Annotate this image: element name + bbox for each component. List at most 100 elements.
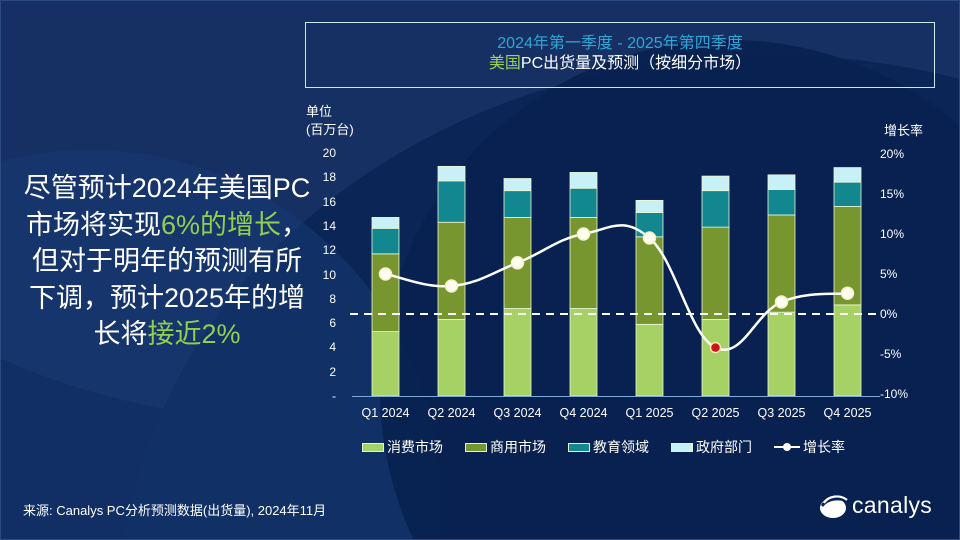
title-rest: PC出货量及预测（按细分市场） <box>520 55 752 72</box>
legend-swatch-government <box>671 442 693 452</box>
left-axis-tick: 6 <box>329 316 336 331</box>
bar-segment <box>371 253 400 333</box>
stacked-bar <box>767 174 796 397</box>
stacked-bar <box>371 216 400 397</box>
legend-swatch-education <box>568 442 590 452</box>
bar-segment <box>503 308 532 397</box>
left-axis-tick: 2 <box>329 364 336 379</box>
headline-highlight-1: 6%的增长 <box>160 209 282 240</box>
right-axis-tick: 0% <box>880 307 898 321</box>
x-axis-label: Q3 2024 <box>493 406 542 420</box>
legend-item-consumer: 消费市场 <box>362 437 443 457</box>
title-highlight: 美国 <box>488 55 521 72</box>
stacked-bar <box>437 165 466 397</box>
legend-line-marker-icon <box>774 442 800 452</box>
bar-segment <box>503 178 532 192</box>
chart-title-main: 美国PC出货量及预测（按细分市场） <box>306 54 934 74</box>
left-axis-unit: 单位 (百万台) <box>306 103 354 139</box>
stacked-bar <box>569 172 598 397</box>
bar-segment <box>635 199 664 213</box>
left-axis-tick: 8 <box>329 291 336 306</box>
legend-label-government: 政府部门 <box>696 439 752 455</box>
right-axis-tick: -10% <box>880 387 909 401</box>
x-axis-label: Q1 2025 <box>625 406 674 420</box>
x-axis-label: Q2 2024 <box>427 406 476 420</box>
growth-rate-marker <box>774 295 789 309</box>
headline-highlight-2: 接近2% <box>147 319 241 349</box>
bar-segment <box>635 323 664 397</box>
legend-label-consumer: 消费市场 <box>387 439 443 455</box>
stacked-bar <box>503 178 532 397</box>
legend-item-government: 政府部门 <box>671 437 752 457</box>
legend-label-growth: 增长率 <box>803 439 845 455</box>
growth-rate-marker <box>840 286 855 300</box>
left-axis-tick: 14 <box>322 218 336 233</box>
bar-segment <box>767 174 796 190</box>
legend-label-commercial: 商用市场 <box>490 439 546 455</box>
legend-swatch-commercial <box>465 442 487 452</box>
right-axis-tick: 20% <box>880 147 905 161</box>
headline-text: 尽管预计2024年美国PC市场将实现6%的增长，但对于明年的预测有所下调，预计2… <box>22 170 312 353</box>
x-axis-label: Q2 2025 <box>691 406 740 420</box>
bar-segment <box>767 189 796 216</box>
bar-segment <box>371 331 400 397</box>
growth-rate-marker <box>576 227 591 241</box>
bar-segment <box>833 304 862 397</box>
bar-segment <box>569 308 598 397</box>
x-axis-label: Q4 2024 <box>559 406 608 420</box>
right-axis-unit: 增长率 <box>884 123 924 138</box>
left-axis-tick: 20 <box>322 146 336 160</box>
bar-segment <box>767 311 796 397</box>
growth-rate-marker <box>444 279 459 293</box>
growth-rate-marker <box>642 231 657 245</box>
bar-segment <box>503 190 532 218</box>
stacked-bar <box>833 167 862 397</box>
right-axis-tick: 10% <box>880 227 905 241</box>
left-axis-tick: 12 <box>322 243 336 258</box>
bar-segment <box>569 187 598 218</box>
canalys-logo-text: canalys <box>852 492 933 518</box>
legend-label-education: 教育领域 <box>593 439 649 455</box>
bar-segment <box>437 180 466 223</box>
canalys-logo: canalys <box>818 492 932 519</box>
left-axis-tick: 10 <box>322 267 336 282</box>
x-axis-label: Q3 2025 <box>757 406 806 420</box>
legend-item-growth: 增长率 <box>774 437 845 457</box>
chart-title-box: 2024年第一季度 - 2025年第四季度 美国PC出货量及预测（按细分市场） <box>305 22 935 88</box>
bar-segment <box>701 190 730 228</box>
growth-rate-marker <box>378 267 393 281</box>
headline-part1: 尽管预计2024年美国PC市场将实现 <box>23 173 311 240</box>
bar-segment <box>701 226 730 320</box>
bar-segment <box>371 216 400 229</box>
bar-segment <box>701 319 730 397</box>
left-axis-tick: 4 <box>329 340 336 355</box>
bar-segment <box>371 227 400 255</box>
x-axis-label: Q1 2024 <box>361 406 410 420</box>
growth-rate-marker <box>709 341 722 354</box>
headline-part3: ，但对于明年的预测有所下调，预计2025年的增长将 <box>28 209 309 350</box>
left-axis-unit-line1: 单位 <box>306 104 333 119</box>
bar-segment <box>437 221 466 320</box>
bar-segment <box>833 181 862 207</box>
legend-item-education: 教育领域 <box>568 437 649 457</box>
x-axis-label: Q4 2025 <box>823 406 872 420</box>
chart-title-period: 2024年第一季度 - 2025年第四季度 <box>497 35 743 52</box>
left-axis-unit-line2: (百万台) <box>306 122 354 137</box>
left-axis-tick: - <box>332 389 336 403</box>
left-axis-tick: 16 <box>322 194 336 209</box>
bar-segment <box>635 236 664 325</box>
bar-segment <box>569 172 598 189</box>
bar-segment <box>437 319 466 397</box>
chart-legend: 消费市场 商用市场 教育领域 政府部门 增长率 <box>362 437 867 457</box>
stacked-bar <box>701 175 730 397</box>
growth-rate-line <box>385 224 848 351</box>
source-note: 来源: Canalys PC分析预测数据(出货量), 2024年11月 <box>23 503 327 518</box>
right-axis-tick: 5% <box>880 267 898 281</box>
canalys-logo-icon <box>820 494 848 518</box>
right-axis-tick: -5% <box>880 347 902 361</box>
legend-swatch-consumer <box>362 442 384 452</box>
growth-rate-marker <box>510 256 525 270</box>
bar-segment <box>833 167 862 183</box>
